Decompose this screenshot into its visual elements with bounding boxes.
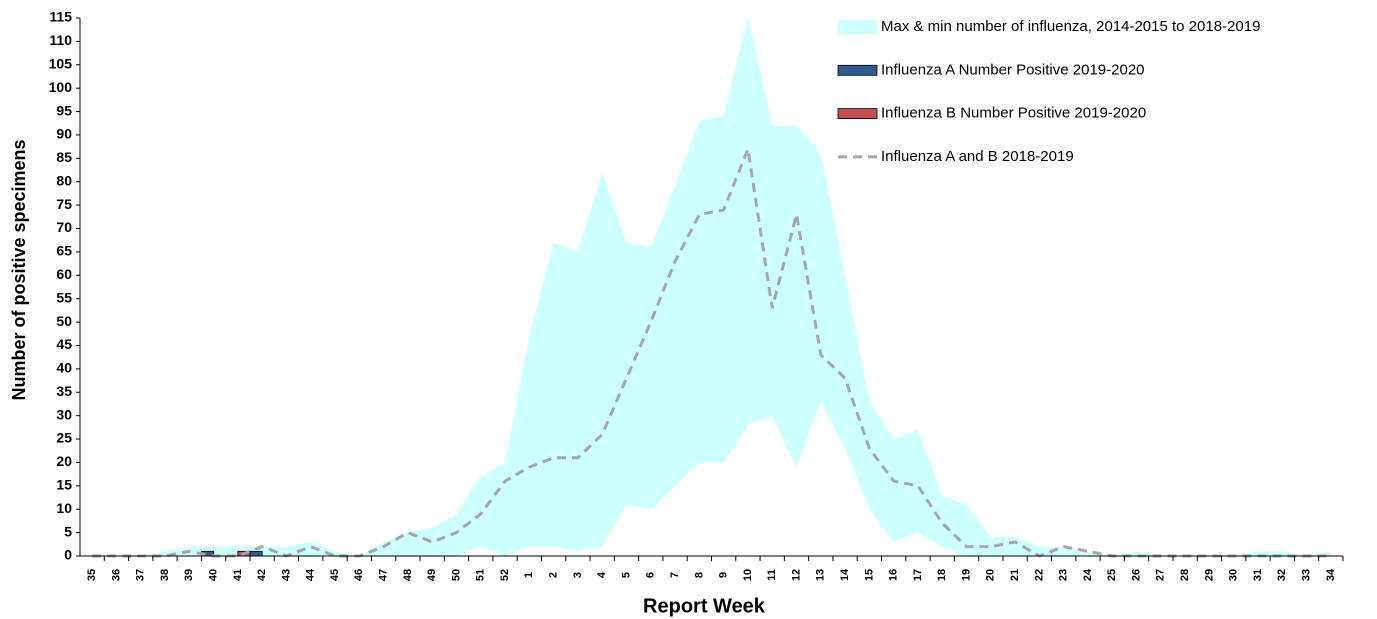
legend-swatch: [837, 64, 878, 76]
x-tick-label: 47: [378, 569, 390, 581]
x-tick-label: 22: [1033, 569, 1045, 581]
x-tick-label: 17: [912, 569, 924, 581]
y-tick-label: 115: [49, 9, 72, 25]
x-tick-label: 19: [960, 569, 972, 581]
x-tick-label: 45: [329, 569, 341, 581]
x-axis-label: Report Week: [643, 595, 766, 617]
x-tick-label: 35: [86, 569, 98, 581]
x-tick-label: 26: [1130, 569, 1142, 581]
x-tick-label: 52: [499, 569, 511, 581]
legend-label: Max & min number of influenza, 2014-2015…: [881, 18, 1260, 35]
x-tick-label: 20: [985, 569, 997, 581]
x-tick-label: 41: [232, 569, 244, 581]
x-tick-label: 6: [645, 572, 657, 578]
x-tick-label: 49: [426, 569, 438, 581]
y-tick-label: 110: [49, 32, 72, 48]
x-tick-label: 39: [183, 569, 195, 581]
x-tick-label: 43: [280, 569, 292, 581]
bar: [249, 550, 263, 557]
x-tick-label: 14: [839, 568, 851, 581]
y-tick-label: 75: [56, 196, 72, 212]
x-tick-label: 30: [1228, 569, 1240, 581]
legend-label: Influenza A Number Positive 2019-2020: [881, 61, 1145, 78]
x-tick-label: 42: [256, 569, 268, 581]
y-tick-label: 95: [56, 102, 72, 118]
y-tick-label: 90: [56, 126, 72, 142]
x-tick-label: 16: [888, 569, 900, 581]
x-tick-label: 24: [1082, 568, 1094, 581]
y-tick-label: 30: [56, 406, 72, 422]
x-tick-label: 44: [305, 568, 317, 581]
x-tick-label: 15: [863, 569, 875, 581]
y-tick-label: 15: [56, 477, 72, 493]
y-tick-label: 70: [56, 219, 72, 235]
x-tick-label: 36: [110, 569, 122, 581]
x-tick-label: 31: [1252, 569, 1264, 581]
x-tick-label: 13: [815, 569, 827, 581]
x-tick-label: 9: [718, 572, 730, 578]
x-tick-label: 12: [790, 569, 802, 581]
area-layer: [92, 18, 1331, 556]
x-tick-label: 29: [1203, 569, 1215, 581]
y-tick-label: 100: [49, 79, 73, 95]
x-tick-label: 7: [669, 572, 681, 578]
y-tick-label: 85: [56, 149, 72, 165]
y-tick-label: 50: [56, 313, 72, 329]
x-tick-label: 46: [353, 569, 365, 581]
y-tick-label: 10: [56, 500, 72, 516]
y-tick-label: 20: [56, 453, 72, 469]
x-tick-label: 11: [766, 569, 778, 581]
y-tick-label: 40: [56, 360, 72, 376]
x-tick-label: 28: [1179, 569, 1191, 581]
y-tick-label: 65: [56, 243, 72, 259]
x-tick-label: 10: [742, 569, 754, 581]
x-tick-label: 25: [1106, 569, 1118, 581]
y-tick-label: 5: [64, 523, 72, 539]
y-tick-label: 25: [56, 430, 72, 446]
x-tick-label: 40: [207, 569, 219, 581]
x-tick-label: 32: [1276, 569, 1288, 581]
x-tick-label: 2: [548, 572, 560, 578]
x-tick-label: 5: [620, 572, 632, 578]
x-tick-label: 3: [572, 572, 584, 578]
x-tick-label: 37: [135, 569, 147, 581]
y-tick-label: 60: [56, 266, 72, 282]
y-tick-label: 0: [64, 547, 72, 563]
x-tick-label: 18: [936, 569, 948, 581]
x-tick-label: 1: [523, 572, 535, 578]
x-tick-label: 4: [596, 571, 608, 578]
legend-label: Influenza B Number Positive 2019-2020: [881, 105, 1146, 122]
y-tick-label: 80: [56, 172, 72, 188]
x-tick-label: 27: [1155, 569, 1167, 581]
x-tick-label: 23: [1058, 569, 1070, 581]
y-tick-label: 55: [56, 289, 72, 305]
legend-label: Influenza A and B 2018-2019: [881, 148, 1074, 165]
y-tick-label: 35: [56, 383, 72, 399]
legend-swatch: [837, 108, 878, 119]
legend-swatch: [838, 20, 877, 34]
x-tick-label: 51: [475, 569, 487, 581]
y-axis-label: Number of positive specimens: [9, 139, 29, 400]
x-tick-label: 48: [402, 569, 414, 581]
x-tick-label: 21: [1009, 569, 1021, 581]
x-tick-label: 8: [693, 572, 705, 578]
x-tick-label: 50: [450, 569, 462, 581]
range-area: [92, 18, 1331, 556]
x-tick-label: 34: [1325, 568, 1337, 581]
x-tick-label: 38: [159, 569, 171, 581]
y-tick-label: 105: [49, 55, 73, 71]
y-tick-label: 45: [56, 336, 72, 352]
x-tick-label: 33: [1300, 569, 1312, 581]
